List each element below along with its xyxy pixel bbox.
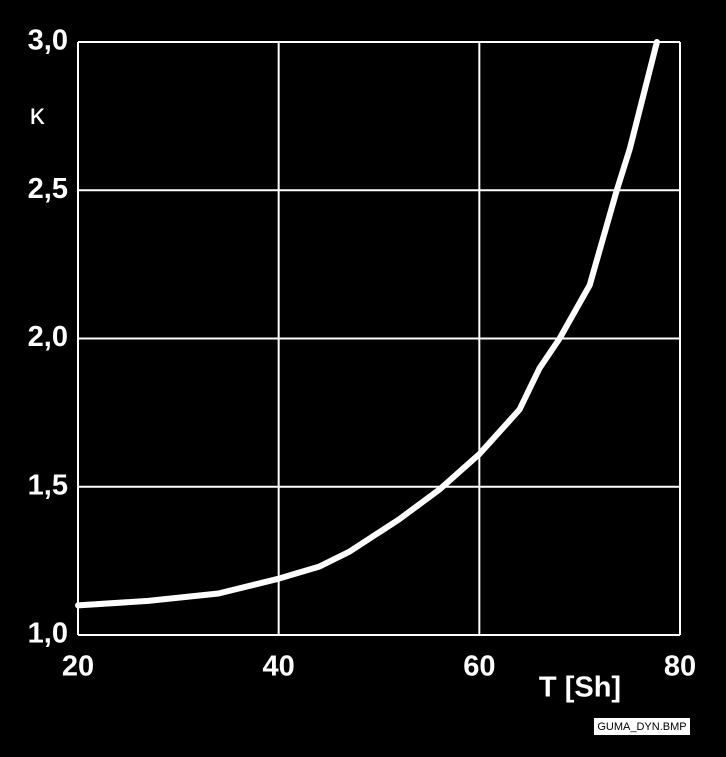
x-tick-label: 20 xyxy=(62,651,94,683)
y-tick-label: 2,5 xyxy=(28,173,68,205)
x-axis-label: T [Sh] xyxy=(539,672,621,704)
x-tick-label: 40 xyxy=(263,651,295,683)
y-tick-label: 3,0 xyxy=(28,25,68,57)
file-label-box xyxy=(594,718,690,735)
y-tick-label: 1,0 xyxy=(28,618,68,650)
y-tick-label: 1,5 xyxy=(28,469,68,501)
y-tick-label: 2,0 xyxy=(28,321,68,353)
file-label: GUMA_DYN.BMP xyxy=(597,721,686,733)
line-series xyxy=(75,39,660,609)
y-axis-label: κ xyxy=(30,98,46,131)
x-tick-label: 80 xyxy=(664,651,696,683)
x-tick-label: 60 xyxy=(463,651,495,683)
